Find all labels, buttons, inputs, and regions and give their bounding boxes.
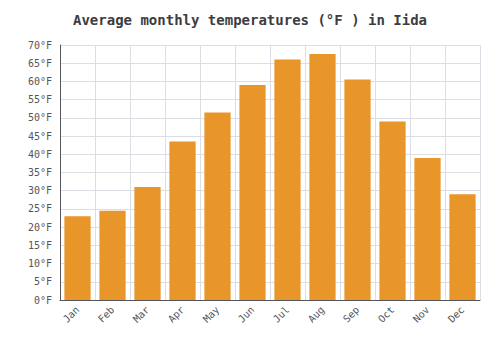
svg-text:0°F: 0°F	[34, 295, 52, 306]
svg-text:Jan: Jan	[61, 304, 82, 325]
svg-text:Aug: Aug	[306, 304, 327, 325]
svg-text:Feb: Feb	[96, 304, 117, 325]
svg-text:50°F: 50°F	[28, 112, 52, 123]
svg-text:Apr: Apr	[166, 304, 187, 325]
svg-text:25°F: 25°F	[28, 203, 52, 214]
svg-text:Mar: Mar	[131, 304, 152, 325]
svg-text:30°F: 30°F	[28, 185, 52, 196]
svg-text:Oct: Oct	[376, 304, 397, 325]
svg-text:Jun: Jun	[236, 304, 257, 325]
svg-text:55°F: 55°F	[28, 94, 52, 105]
svg-text:15°F: 15°F	[28, 240, 52, 251]
svg-text:20°F: 20°F	[28, 222, 52, 233]
svg-text:Jul: Jul	[271, 304, 292, 325]
svg-text:60°F: 60°F	[28, 76, 52, 87]
svg-text:40°F: 40°F	[28, 149, 52, 160]
svg-text:5°F: 5°F	[34, 276, 52, 287]
svg-text:45°F: 45°F	[28, 131, 52, 142]
svg-text:Sep: Sep	[341, 304, 362, 325]
svg-text:10°F: 10°F	[28, 258, 52, 269]
svg-text:Dec: Dec	[446, 304, 467, 325]
svg-text:Average monthly temperatures (: Average monthly temperatures (°F ) in Ii…	[73, 12, 427, 28]
svg-text:70°F: 70°F	[28, 40, 52, 51]
svg-text:65°F: 65°F	[28, 58, 52, 69]
svg-text:35°F: 35°F	[28, 167, 52, 178]
svg-text:May: May	[201, 304, 222, 325]
svg-text:Nov: Nov	[411, 304, 432, 325]
